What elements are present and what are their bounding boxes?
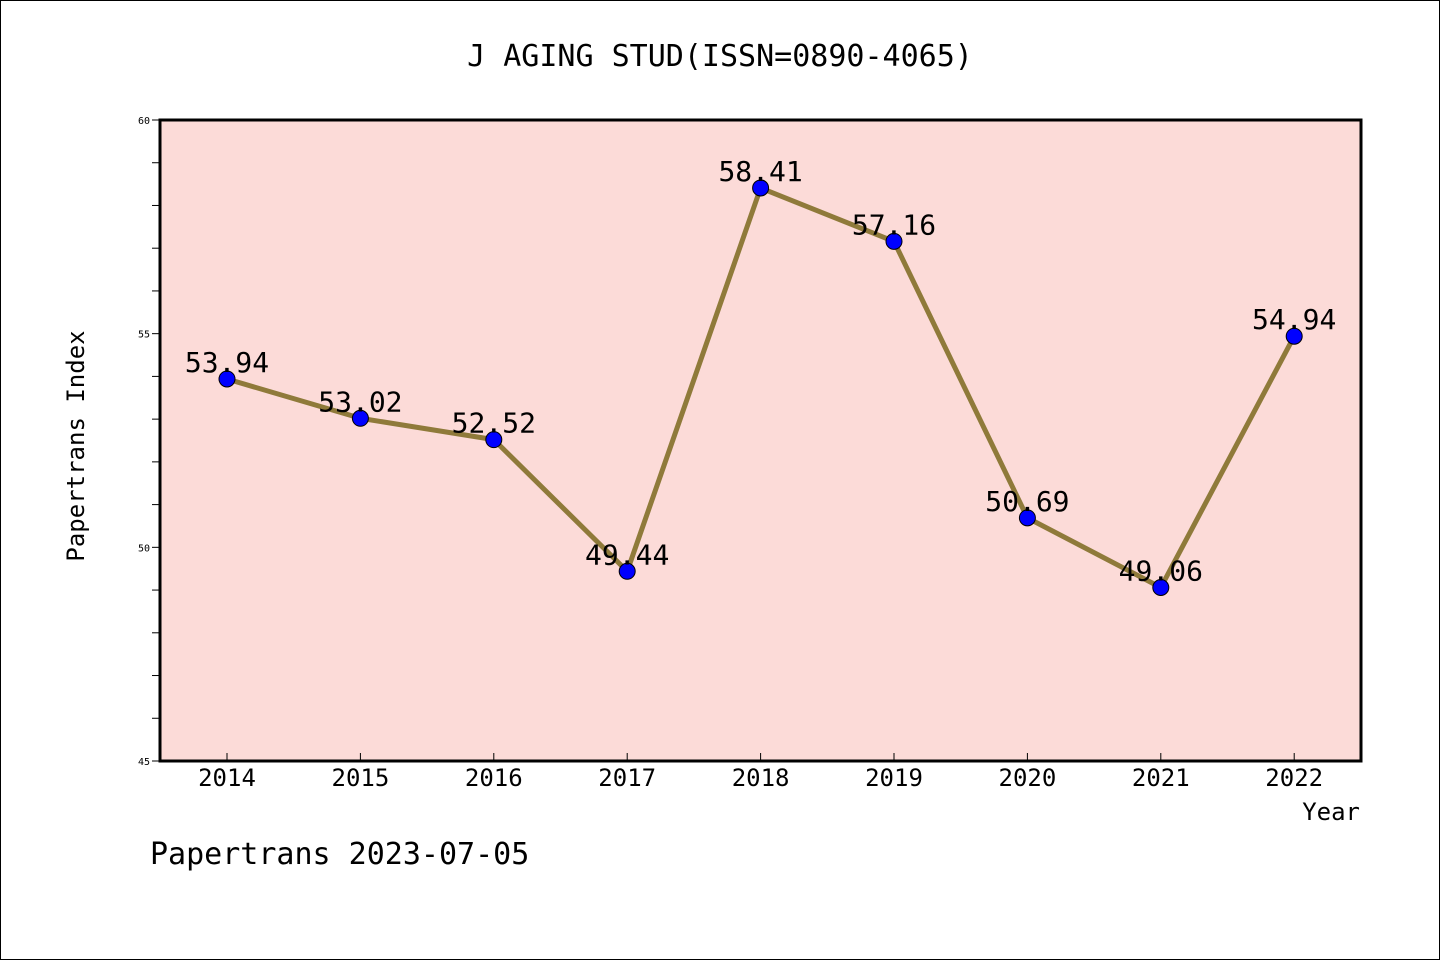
data-label: 49.44 (585, 538, 669, 571)
x-tick-label: 2014 (198, 764, 256, 792)
x-tick-label: 2017 (598, 764, 656, 792)
x-tick-label: 2022 (1265, 764, 1323, 792)
x-axis-label: Year (1302, 798, 1360, 826)
y-tick-label: 50 (138, 543, 150, 554)
data-point (351, 409, 369, 427)
data-point (1152, 579, 1170, 597)
x-tick-label: 2020 (999, 764, 1057, 792)
data-label: 49.06 (1119, 555, 1203, 588)
y-tick-label: 55 (138, 330, 150, 341)
data-point (885, 232, 903, 250)
x-axis: 2014 2015 2016 2017 2018 2019 2020 2021 2022 (198, 753, 1323, 792)
data-labels: 53.94 53.02 52.52 49.44 58.41 57.16 50.69 49.06… (185, 155, 1336, 588)
data-point (752, 179, 770, 197)
y-tick-label: 60 (138, 116, 150, 127)
y-tick-label: 45 (138, 757, 150, 768)
data-markers (218, 179, 1303, 597)
data-point (1018, 509, 1036, 527)
x-tick-label: 2019 (865, 764, 923, 792)
data-label: 58.41 (718, 155, 802, 188)
x-tick-label: 2021 (1132, 764, 1190, 792)
footer-text: Papertrans 2023-07-05 (150, 837, 529, 872)
x-tick-label: 2018 (732, 764, 790, 792)
y-axis-label: Papertrans Index (62, 330, 90, 561)
data-label: 53.94 (185, 346, 269, 379)
data-label: 50.69 (985, 485, 1069, 518)
data-point (218, 370, 236, 388)
data-label: 54.94 (1252, 303, 1336, 336)
data-label: 52.52 (452, 407, 536, 440)
chart-title: J AGING STUD(ISSN=0890-4065) (467, 39, 973, 74)
data-point (1285, 327, 1303, 345)
x-tick-label: 2016 (465, 764, 523, 792)
data-label: 53.02 (318, 385, 402, 418)
data-label: 57.16 (852, 208, 936, 241)
data-point (618, 562, 636, 580)
plot-area (158, 118, 1363, 763)
data-point (485, 431, 503, 449)
x-tick-label: 2015 (332, 764, 390, 792)
y-axis: 45 50 55 60 (138, 116, 160, 768)
